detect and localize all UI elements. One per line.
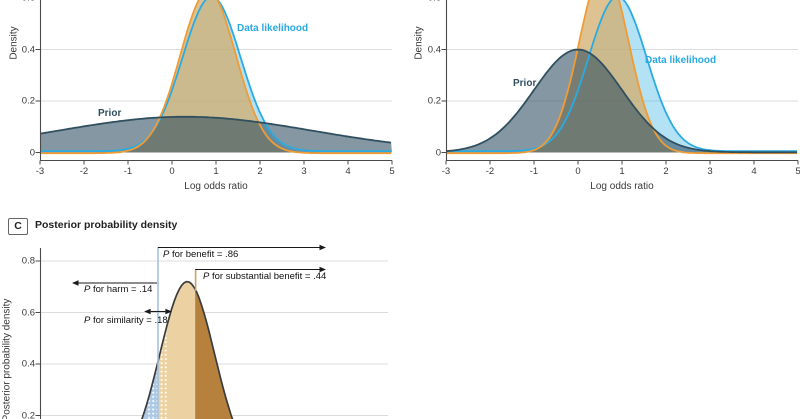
data-likelihood-label-left: Data likelihood xyxy=(237,23,309,34)
annotation-p-similarity: P for similarity = .18 xyxy=(84,315,168,326)
similarity-arrow-left-head xyxy=(144,308,151,315)
substantial-benefit-arrow-right-head xyxy=(319,266,326,273)
x-axis-label-left: Log odds ratio xyxy=(184,181,248,192)
panel-b-y-tick-label-0.4: 0.4 xyxy=(427,44,441,55)
panel-c-y-tick-label-0.8: 0.8 xyxy=(21,255,35,267)
panel-a-x-tick-label-3: 3 xyxy=(301,166,307,177)
panel-a-x-tick-label-1: 1 xyxy=(213,166,219,177)
panel-c-posterior-curve xyxy=(141,280,234,419)
panel-a-x-tick-label-0: 0 xyxy=(169,166,175,177)
panel-b-likelihood-curve xyxy=(446,0,798,153)
panel-a-posterior-curve xyxy=(40,0,392,155)
panel-a-y-tick-label-0.6: 0.6 xyxy=(9,0,35,4)
benefit-arrow xyxy=(158,244,326,251)
panel-a-y-tick-label-0.2: 0.2 xyxy=(21,95,35,107)
panel-a-x-tick-label--1: -1 xyxy=(123,166,133,177)
panel-a-y-tick-label-0: 0 xyxy=(29,147,35,158)
panel-a-prior-fill xyxy=(40,117,392,153)
panel-c-title: Posterior probability density xyxy=(35,219,178,231)
panel-a-posterior-fill xyxy=(40,0,392,153)
harm-arrow xyxy=(72,280,157,286)
panel-a-x-tick-label-5: 5 xyxy=(389,166,395,177)
panel-a-x-tick-label-2: 2 xyxy=(257,166,263,177)
panel-a-likelihood-curve xyxy=(40,0,392,153)
panel-b-y-tick-label-0: 0 xyxy=(435,147,441,158)
panel-b-posterior-fill xyxy=(446,0,798,153)
annotation-p-harm: P for harm = .14 xyxy=(84,284,153,295)
data-likelihood-label-right: Data likelihood xyxy=(645,55,717,66)
similarity-arrow xyxy=(144,308,172,315)
panel-c-y-tick-label-0.4: 0.4 xyxy=(21,358,35,370)
benefit-arrow-right-head xyxy=(319,244,326,251)
panel-a-x-tick-label--2: -2 xyxy=(79,166,89,177)
panel-b-y-tick-label-0.6: 0.6 xyxy=(415,0,441,4)
panel-c-tag: C xyxy=(8,218,28,235)
panel-b-x-tick-label--1: -1 xyxy=(529,166,539,177)
panel-c-y-tick-label-0.2: 0.2 xyxy=(21,410,35,419)
prior-label-left: Prior xyxy=(98,108,122,119)
panel-b-posterior-curve xyxy=(446,0,798,155)
panel-b-prior-curve xyxy=(445,48,798,154)
panel-b-x-tick-label-4: 4 xyxy=(751,166,757,177)
panel-b-x-tick-label-2: 2 xyxy=(663,166,669,177)
panel-b-x-tick-label-3: 3 xyxy=(707,166,713,177)
panel-b-x-tick-label-5: 5 xyxy=(795,166,800,177)
panel-a-x-tick-label--3: -3 xyxy=(35,166,45,177)
x-axis-label-right: Log odds ratio xyxy=(590,181,654,192)
panel-b-x-tick-label--2: -2 xyxy=(485,166,495,177)
prior-label-right: Prior xyxy=(513,78,537,89)
panel-b-prior-fill xyxy=(446,49,798,153)
annotation-p-substantial-benefit: P for substantial benefit = .44 xyxy=(203,271,327,282)
annotation-p-benefit: P for benefit = .86 xyxy=(163,249,239,260)
panel-b-x-tick-label--3: -3 xyxy=(441,166,451,177)
similarity-arrow-right-head xyxy=(165,308,172,315)
panel-a-y-tick-label-0.4: 0.4 xyxy=(21,44,35,55)
panel-c-y-tick-label-0.6: 0.6 xyxy=(21,307,35,318)
panel-b-x-tick-label-0: 0 xyxy=(575,166,581,177)
panel-b-y-tick-label-0.2: 0.2 xyxy=(427,95,441,107)
substantial-benefit-arrow xyxy=(195,266,326,273)
harm-arrow-left-head xyxy=(72,280,79,286)
panel-b-x-tick-label-1: 1 xyxy=(619,166,625,177)
panel-a-x-tick-label-4: 4 xyxy=(345,166,351,177)
panel-a-prior-curve xyxy=(39,115,392,144)
